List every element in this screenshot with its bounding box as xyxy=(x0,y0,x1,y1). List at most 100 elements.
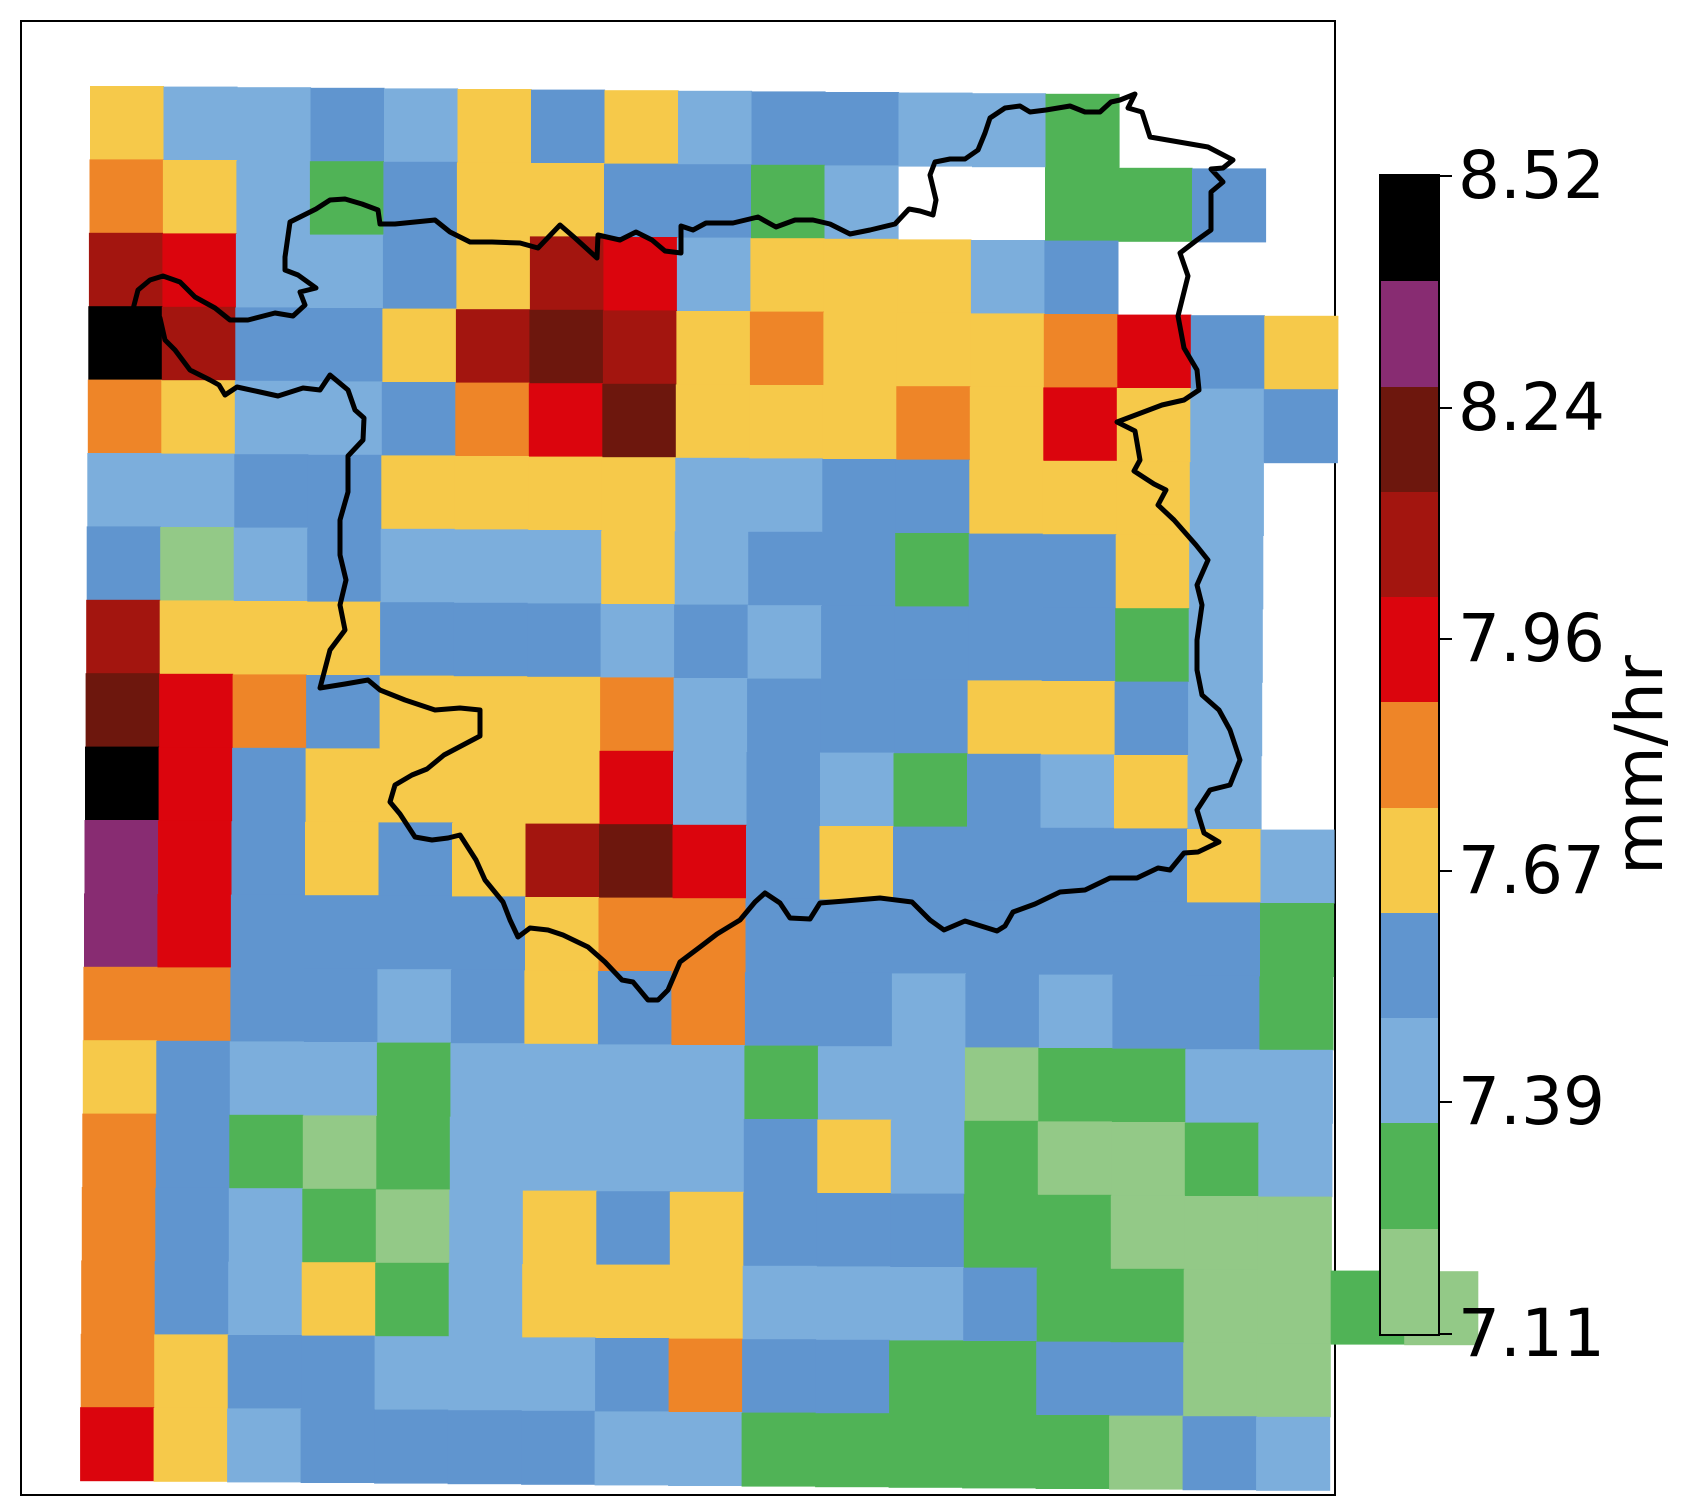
grid-cell xyxy=(457,89,532,163)
grid-cell xyxy=(743,1119,818,1193)
grid-cell xyxy=(527,603,602,678)
grid-cell xyxy=(1039,901,1114,976)
grid-cell xyxy=(676,237,751,312)
grid-cell xyxy=(453,676,528,751)
grid-cell xyxy=(1258,1123,1333,1198)
grid-cell xyxy=(1042,460,1117,535)
grid-cell xyxy=(749,311,824,386)
grid-cell xyxy=(970,240,1045,314)
grid-cell xyxy=(670,1118,745,1193)
grid-cell xyxy=(374,1409,449,1484)
grid-cell xyxy=(743,1192,818,1267)
grid-cell xyxy=(742,1265,817,1340)
grid-cell xyxy=(969,386,1044,461)
colorbar-tick xyxy=(1440,175,1452,177)
grid-cell xyxy=(228,1188,303,1263)
grid-cell xyxy=(597,1044,672,1119)
colorbar-tick xyxy=(1440,1101,1452,1104)
grid-cell xyxy=(452,749,527,824)
grid-cell xyxy=(822,385,897,460)
grid-cell xyxy=(890,1193,965,1268)
grid-cell xyxy=(230,894,305,969)
grid-cell xyxy=(594,1411,669,1486)
grid-cell xyxy=(1263,389,1338,464)
grid-cell xyxy=(456,235,531,310)
grid-cell xyxy=(526,676,601,751)
grid-cell xyxy=(668,1412,743,1486)
colorbar-tick-label: 7.11 xyxy=(1458,1295,1605,1372)
grid-cell xyxy=(302,1188,377,1263)
grid-cell xyxy=(454,456,529,530)
grid-cell xyxy=(1040,754,1115,829)
grid-cell xyxy=(596,1191,671,1266)
grid-cell xyxy=(522,1264,597,1338)
grid-cell xyxy=(751,91,826,166)
grid-cell xyxy=(819,899,894,974)
grid-cell xyxy=(669,1191,744,1266)
grid-cell xyxy=(228,1261,303,1336)
grid-cell xyxy=(521,1410,596,1485)
grid-cell xyxy=(1038,974,1113,1049)
grid-cell xyxy=(450,969,525,1044)
grid-cell xyxy=(964,1047,1039,1122)
grid-cell xyxy=(970,313,1045,388)
grid-cell xyxy=(1036,1268,1111,1343)
grid-cell xyxy=(232,747,307,822)
grid-cell xyxy=(748,531,823,606)
grid-cell xyxy=(741,1412,816,1487)
grid-cell xyxy=(822,459,897,533)
grid-cell xyxy=(817,1119,892,1194)
grid-cell xyxy=(1184,1196,1259,1270)
grid-cell xyxy=(80,1407,155,1482)
grid-cell xyxy=(1183,1342,1258,1417)
grid-cell xyxy=(670,1045,745,1119)
grid-cell xyxy=(382,308,457,383)
grid-cell xyxy=(821,532,896,607)
grid-cell xyxy=(308,381,383,456)
grid-cell xyxy=(1035,1415,1110,1489)
grid-cell xyxy=(1109,1415,1184,1490)
grid-cell xyxy=(159,673,234,748)
grid-cell xyxy=(1044,240,1119,315)
colorbar-tick-label: 7.67 xyxy=(1458,831,1605,909)
grid-cell xyxy=(748,458,823,533)
grid-cell xyxy=(674,604,749,679)
colorbar-segment xyxy=(1381,597,1438,703)
colorbar-segment xyxy=(1381,491,1438,598)
grid-cell xyxy=(893,826,968,901)
grid-cell xyxy=(896,312,971,387)
grid-cell xyxy=(82,1040,157,1115)
grid-cell xyxy=(377,895,452,970)
grid-cell xyxy=(310,87,385,162)
grid-cells xyxy=(80,86,1479,1491)
grid-cell xyxy=(599,750,674,825)
grid-cell xyxy=(1110,1195,1185,1270)
grid-cell xyxy=(668,1338,743,1413)
grid-cell xyxy=(966,827,1041,902)
grid-cell xyxy=(896,386,971,461)
grid-cell xyxy=(1260,829,1335,904)
grid-cell xyxy=(819,826,894,900)
grid-cell xyxy=(158,747,233,822)
grid-cell xyxy=(675,384,750,459)
grid-cell xyxy=(601,457,676,532)
grid-cell xyxy=(233,527,308,602)
grid-cell xyxy=(1036,1341,1111,1416)
grid-cell xyxy=(1045,167,1120,242)
grid-cell xyxy=(236,160,311,235)
colorbar-segment xyxy=(1381,1018,1438,1124)
grid-cell xyxy=(898,92,973,167)
grid-cell xyxy=(1038,1048,1113,1122)
grid-cell xyxy=(81,1187,156,1261)
grid-cell xyxy=(825,92,900,166)
grid-cell xyxy=(600,604,675,678)
grid-cell xyxy=(153,1407,228,1482)
grid-cell xyxy=(968,533,1043,608)
grid-cell xyxy=(1189,462,1264,536)
grid-cell xyxy=(889,1340,964,1415)
grid-cell xyxy=(746,752,821,826)
grid-cell xyxy=(523,1117,598,1192)
grid-cell xyxy=(1192,168,1267,243)
grid-cell xyxy=(379,675,454,750)
